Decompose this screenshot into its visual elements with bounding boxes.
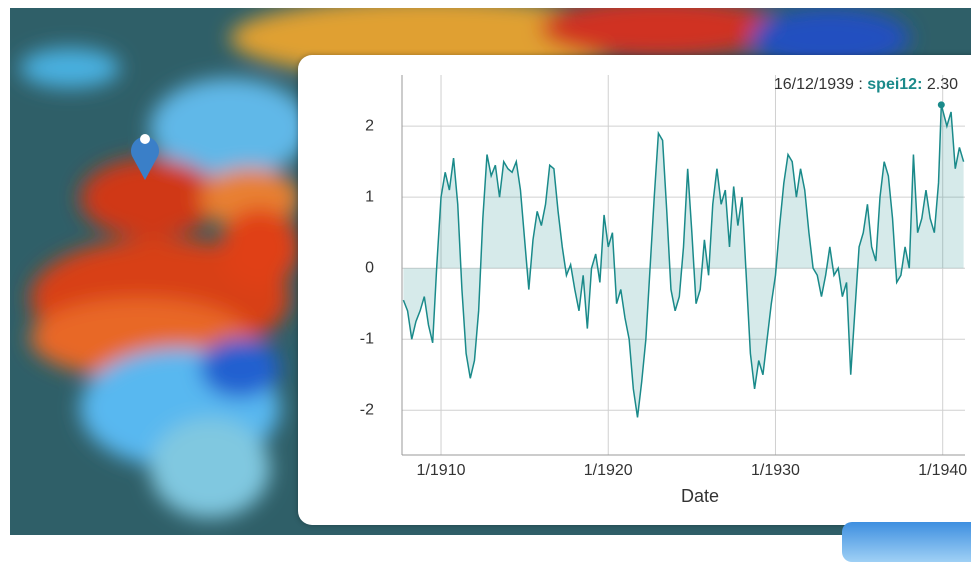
y-tick-label: 1 (365, 188, 374, 205)
tooltip-point (937, 101, 945, 109)
page: Date -2 -1 0 1 2 1/1910 1/1920 1/1930 1/1940 16/1… (10, 8, 971, 562)
chart: Date -2 -1 0 1 2 1/1910 1/1920 1/1930 1/1940 16/1… (360, 75, 967, 506)
y-tick-label: -1 (360, 330, 374, 347)
tooltip-value: 2.30 (927, 76, 958, 93)
series-line (402, 104, 965, 418)
tooltip: 16/12/1939 : spei12: 2.30 (774, 76, 958, 93)
x-axis-label: Date (681, 486, 719, 506)
y-tick-label: 2 (365, 117, 374, 134)
y-tick-label: -2 (360, 401, 374, 418)
x-tick-label: 1/1920 (584, 462, 633, 479)
tooltip-date: 16/12/1939 : (774, 76, 863, 93)
plot (402, 104, 965, 418)
tooltip-series: spei12: (867, 76, 922, 93)
map-pin[interactable] (131, 134, 159, 180)
x-tick-label: 1/1930 (751, 462, 800, 479)
chart-popup: Date -2 -1 0 1 2 1/1910 1/1920 1/1930 1/1940 16/1… (298, 55, 971, 525)
x-tick-label: 1/1910 (417, 462, 466, 479)
area-fill (403, 104, 964, 418)
layer-button[interactable] (842, 522, 971, 562)
x-tick-label: 1/1940 (918, 462, 967, 479)
y-tick-label: 0 (365, 259, 374, 276)
